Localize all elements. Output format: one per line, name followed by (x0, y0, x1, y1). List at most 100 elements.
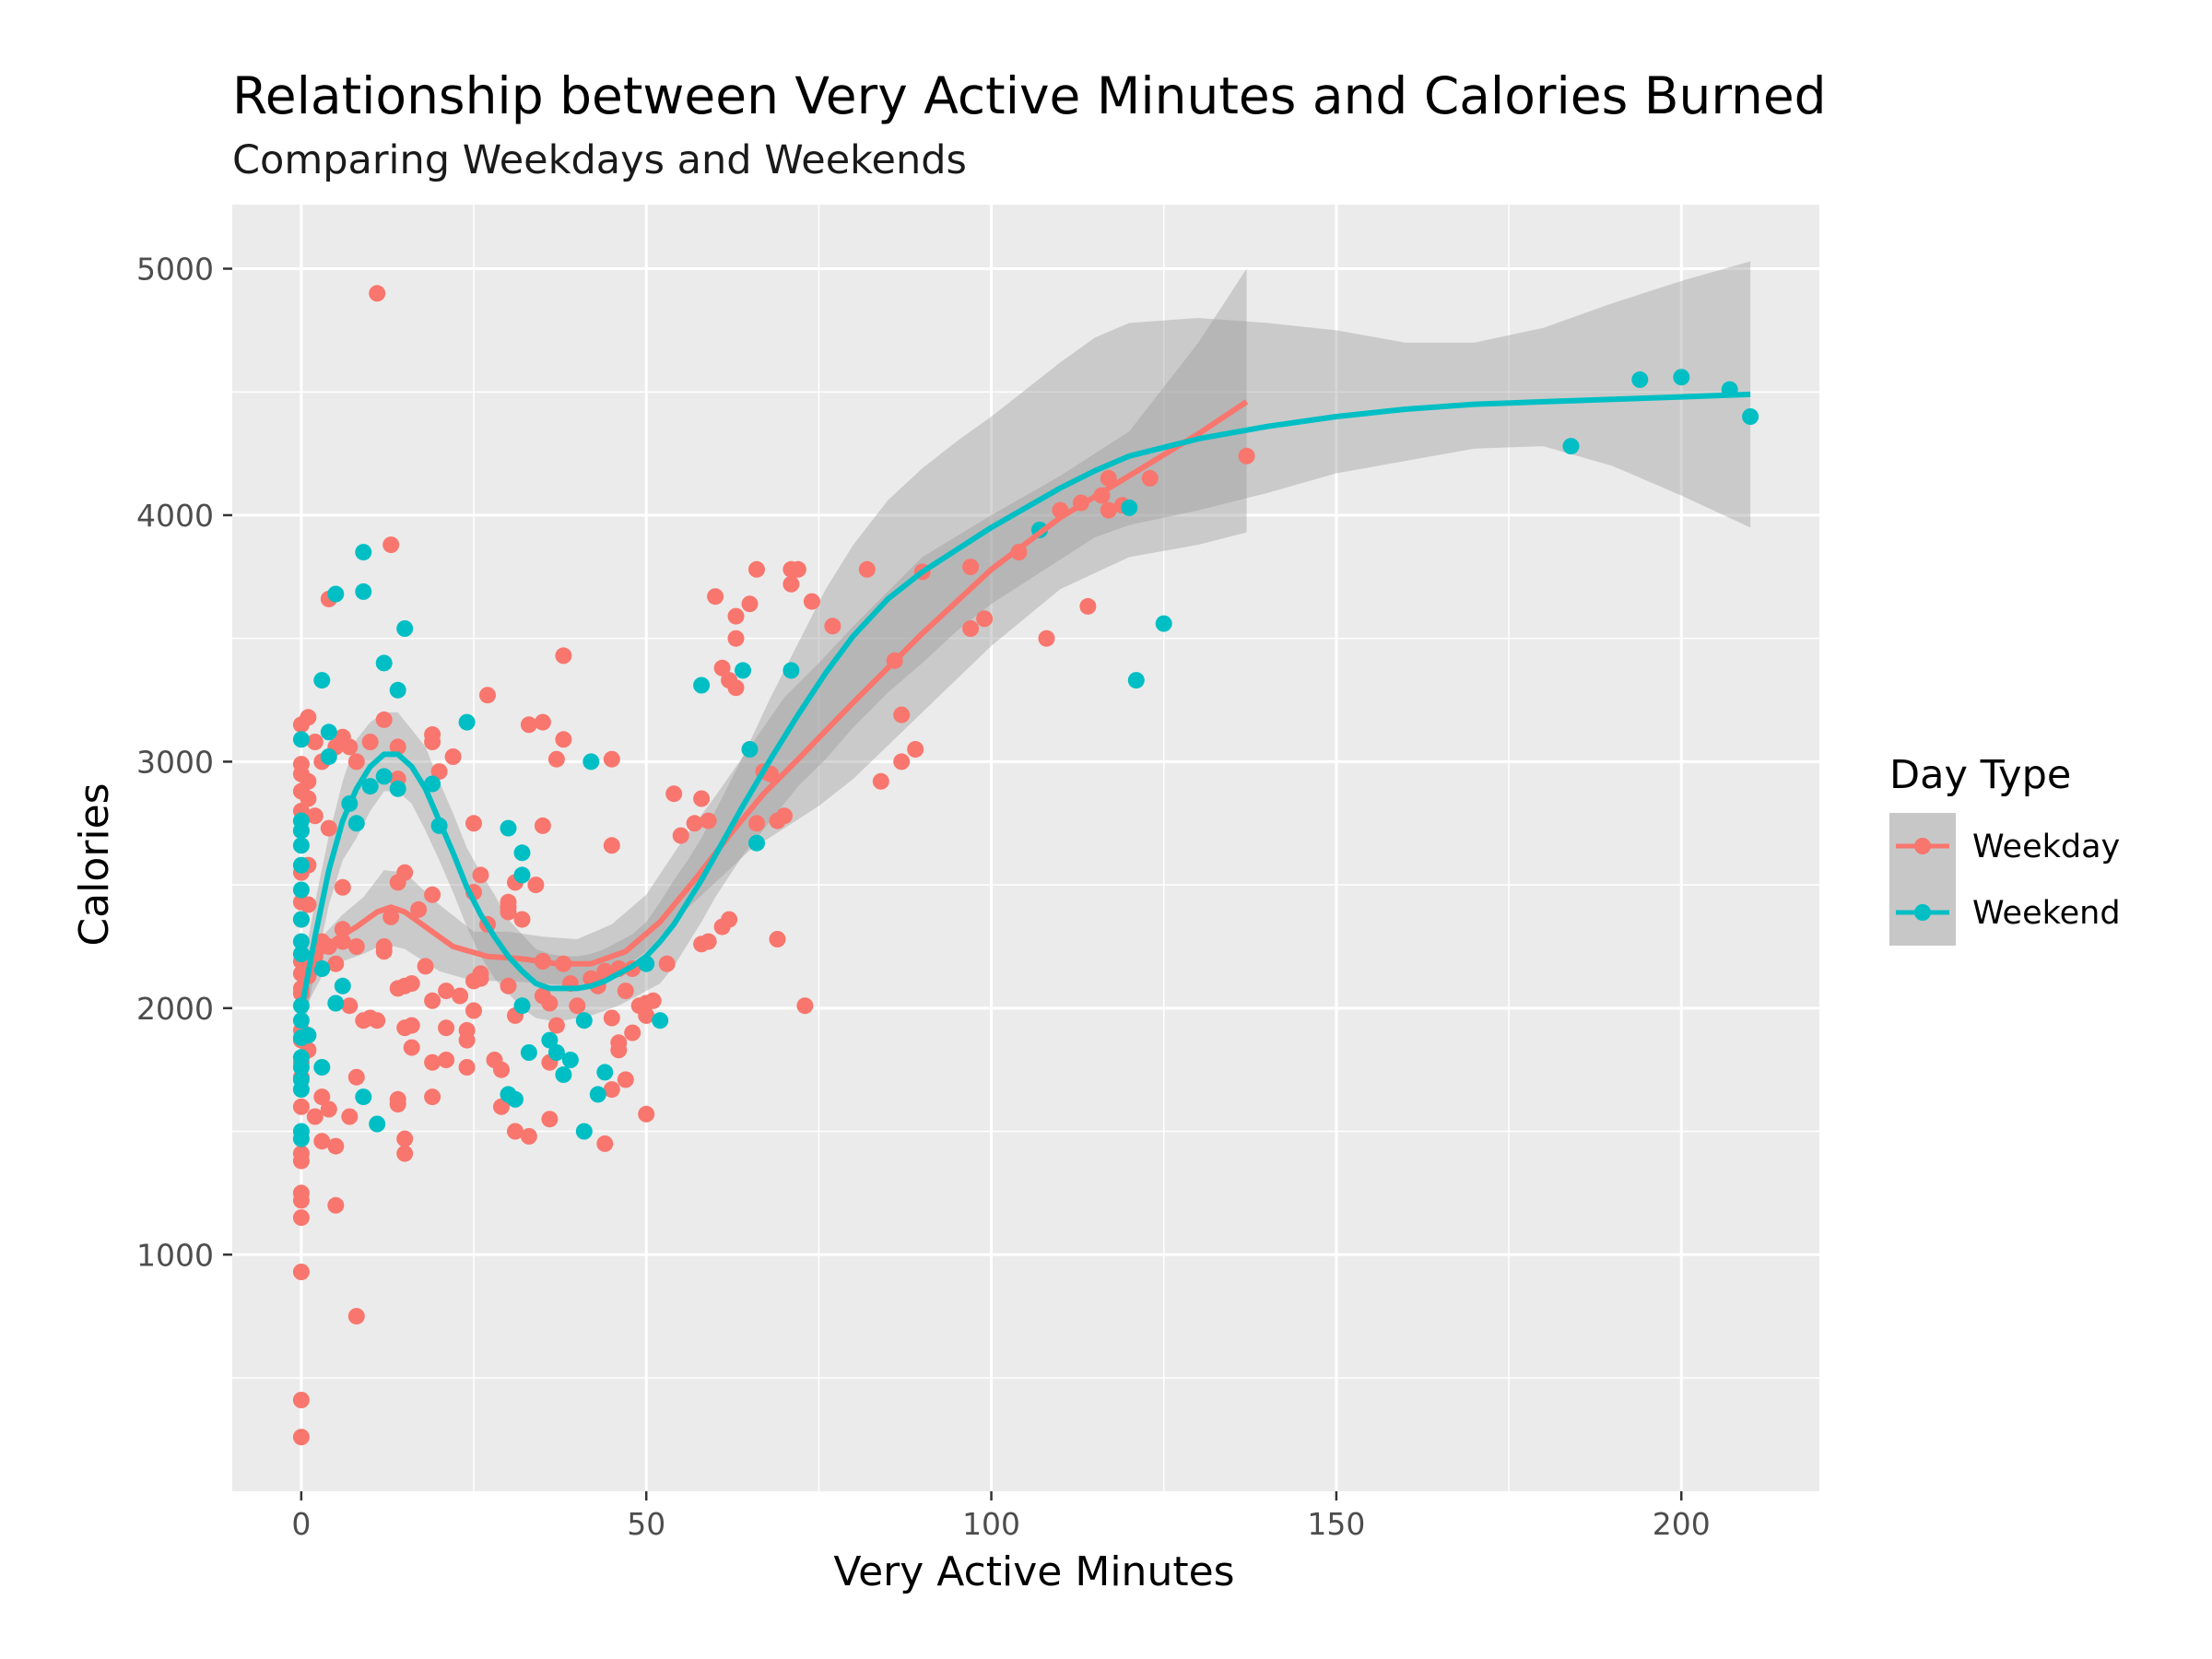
point-weekday (541, 1111, 559, 1128)
point-weekend (547, 1044, 565, 1061)
point-weekday (1100, 469, 1117, 487)
point-weekend (582, 753, 600, 771)
point-weekend (589, 1086, 606, 1103)
point-weekend (1121, 499, 1138, 516)
point-weekday (458, 1031, 476, 1049)
point-weekend (320, 724, 337, 741)
point-weekday (424, 734, 441, 750)
point-weekday (507, 1123, 524, 1140)
point-weekday (617, 982, 634, 1000)
point-weekday (396, 1130, 414, 1147)
point-weekend (313, 960, 331, 977)
point-weekday (603, 1081, 620, 1099)
point-weekend (652, 1012, 669, 1030)
point-weekend (741, 741, 759, 758)
point-weekend (327, 994, 345, 1012)
point-weekday (403, 975, 420, 993)
point-weekday (858, 560, 876, 578)
point-weekend (1742, 408, 1759, 425)
point-weekday (327, 955, 345, 972)
legend-label-weekday: Weekday (1972, 829, 2120, 865)
point-weekend (424, 775, 441, 793)
point-weekend (375, 654, 393, 672)
point-weekday (389, 980, 406, 997)
point-weekend (292, 822, 310, 840)
x-tick-label: 150 (1307, 1506, 1365, 1542)
point-weekday (547, 750, 565, 768)
point-weekday (721, 911, 738, 928)
point-weekend (748, 834, 765, 852)
legend-title: Day Type (1889, 752, 2071, 798)
point-weekday (893, 753, 911, 771)
point-weekend (292, 946, 310, 962)
point-weekday (962, 559, 980, 576)
point-weekday (976, 610, 994, 628)
point-weekday (306, 1108, 324, 1125)
point-weekday (569, 997, 586, 1015)
smooth-line-weekend (298, 391, 1751, 1012)
point-weekday (375, 943, 393, 960)
plot-panel (232, 205, 1819, 1491)
point-weekday (658, 955, 676, 972)
point-weekday (493, 1061, 510, 1078)
point-weekend (389, 780, 406, 797)
point-weekend (361, 778, 379, 795)
point-weekend (292, 933, 310, 950)
point-weekday (520, 1127, 537, 1145)
point-weekday (872, 772, 889, 790)
point-weekend (347, 815, 365, 832)
point-weekday (1079, 597, 1097, 615)
point-weekday (306, 807, 324, 825)
point-weekday (347, 1068, 365, 1086)
chart-title: Relationship between Very Active Minutes… (232, 66, 1827, 125)
point-weekday (292, 716, 310, 734)
point-weekday (438, 1019, 455, 1037)
point-weekday (341, 997, 359, 1015)
x-tick-label: 200 (1653, 1506, 1711, 1542)
y-tick-label: 3000 (136, 744, 214, 780)
point-weekday (389, 1096, 406, 1113)
point-weekend (292, 1081, 310, 1099)
point-weekday (962, 620, 980, 637)
point-weekday (1038, 629, 1055, 647)
point-weekday (789, 560, 806, 578)
legend-key-point (1914, 904, 1931, 921)
point-weekday (369, 1012, 386, 1030)
point-weekday (1238, 447, 1255, 465)
point-weekend (513, 866, 531, 884)
point-weekday (341, 1108, 359, 1125)
point-weekday (803, 593, 820, 610)
point-weekday (472, 866, 489, 884)
smooth-lines (298, 391, 1751, 1012)
point-weekend (693, 677, 711, 694)
point-weekend (513, 997, 531, 1015)
point-weekday (472, 970, 489, 987)
point-weekday (292, 1192, 310, 1209)
x-tick-label: 0 (291, 1506, 311, 1542)
point-weekend (292, 731, 310, 748)
point-weekday (465, 815, 482, 832)
point-weekday (438, 1052, 455, 1068)
y-tick-label: 5000 (136, 252, 214, 288)
point-weekday (382, 536, 400, 554)
point-weekend (561, 1052, 579, 1068)
point-weekday (465, 1002, 482, 1019)
point-weekday (334, 878, 351, 896)
point-weekend (513, 844, 531, 862)
point-weekday (292, 1098, 310, 1115)
point-weekday (327, 1137, 345, 1155)
point-weekend (541, 1031, 559, 1049)
point-weekday (424, 886, 441, 903)
confidence-bands (300, 261, 1751, 1045)
point-weekday (1141, 469, 1159, 487)
point-weekday (410, 900, 428, 918)
point-weekday (741, 595, 759, 613)
point-weekend (369, 1115, 386, 1133)
point-weekday (320, 1100, 337, 1118)
point-weekend (396, 620, 414, 637)
point-weekend (313, 672, 331, 689)
point-weekday (624, 1024, 641, 1041)
point-weekend (575, 1012, 593, 1030)
